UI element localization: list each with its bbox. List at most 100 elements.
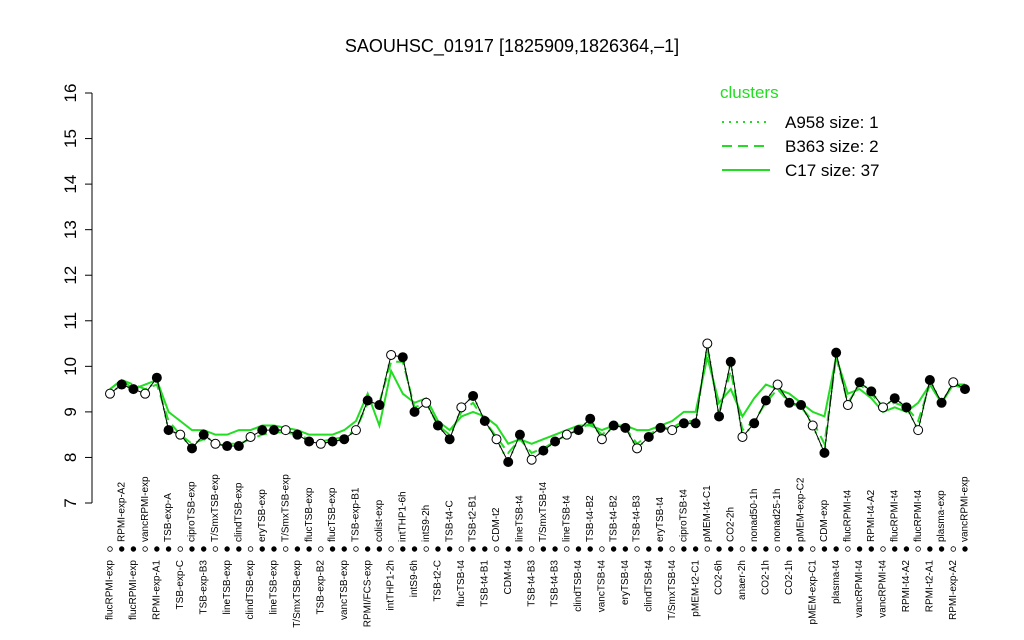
data-point: [116, 379, 127, 390]
category-dot: [786, 546, 793, 552]
x-tick-label: ciproTSB-exp: [187, 481, 198, 542]
category-dot: [763, 546, 769, 552]
x-tick-label: eryTSB-exp: [257, 489, 268, 542]
data-point: [151, 372, 162, 383]
data-point: [690, 418, 701, 429]
category-dot: [692, 546, 699, 552]
category-dot: [200, 546, 207, 552]
x-tick-label: colist-exp: [374, 499, 385, 542]
data-point: [210, 438, 221, 449]
category-dot: [528, 546, 535, 552]
category-dot: [177, 546, 183, 552]
y-tick-label: 10: [61, 357, 80, 376]
category-dot: [236, 546, 242, 552]
x-tick-label: intS9-6h: [409, 560, 420, 597]
data-point: [960, 384, 970, 395]
category-dot: [247, 546, 254, 552]
x-tick-label: lineTSB-exp: [222, 560, 233, 615]
x-tick-label: nonad25-1h: [772, 489, 783, 542]
x-tick-label: nonad50-1h: [749, 489, 760, 542]
data-point: [105, 388, 115, 399]
data-point: [198, 429, 209, 440]
x-tick-label: TSB-t4-B2: [585, 495, 596, 542]
x-tick-label: vancRPMI-t4: [854, 560, 865, 618]
category-dot: [845, 546, 851, 552]
data-point: [913, 425, 924, 436]
category-dot: [130, 546, 137, 552]
x-tick-label: eryTSB-t4: [655, 497, 666, 542]
category-dot: [798, 546, 804, 552]
data-point: [608, 420, 619, 431]
category-dot: [552, 546, 558, 552]
data-point: [479, 416, 490, 426]
x-tick-label: CDM-t4: [503, 560, 514, 595]
x-tick-label: clindTSB-t4: [643, 560, 654, 612]
category-dot: [657, 546, 664, 552]
x-tick-label: T/SmxTSB-t4: [667, 560, 678, 620]
data-point: [432, 420, 443, 431]
data-point: [702, 338, 713, 349]
data-point: [866, 386, 877, 397]
data-point: [280, 425, 291, 436]
category-dot: [224, 546, 230, 552]
x-tick-label: vancRPMI-exp: [960, 476, 971, 542]
category-dot: [716, 546, 722, 552]
category-dot: [493, 546, 500, 552]
x-tick-label: RPMI-t2-A1: [925, 560, 936, 613]
data-point: [386, 349, 397, 360]
x-tick-label: vancRPMI-t4: [878, 560, 889, 618]
data-point: [538, 445, 549, 456]
category-dot: [704, 546, 711, 552]
data-point: [924, 375, 935, 385]
x-tick-label: pMEM-t2-C1: [690, 560, 701, 617]
category-dot: [271, 546, 277, 552]
x-tick-label: CO2-2h: [725, 507, 736, 542]
data-point: [796, 400, 807, 411]
data-point: [678, 418, 689, 429]
category-dot: [774, 546, 781, 552]
category-dot: [599, 546, 605, 552]
category-dot: [411, 546, 418, 552]
x-tick-label: flucRPMI-exp: [105, 560, 116, 620]
x-tick-label: flucTSB-t4: [456, 560, 467, 607]
data-point: [714, 411, 725, 422]
category-dot: [505, 546, 511, 552]
data-point: [421, 397, 432, 408]
data-point: [596, 434, 607, 445]
data-point: [514, 429, 525, 440]
category-dot: [388, 546, 394, 552]
category-dot: [915, 546, 921, 552]
category-dot: [423, 546, 429, 552]
data-point: [725, 356, 736, 367]
data-point: [772, 379, 783, 390]
category-dot: [739, 546, 746, 552]
data-point: [948, 377, 959, 388]
x-tick-label: TSB-t4-B3: [526, 560, 537, 607]
x-tick-label: RPMI-t4-A2: [866, 489, 877, 542]
x-tick-label: RPMI-exp-A1: [151, 560, 162, 620]
data-point: [491, 434, 502, 445]
category-dot: [482, 546, 488, 552]
x-tick-label: vancRPMI-exp: [140, 476, 151, 542]
x-tick-label: plasma-exp: [936, 490, 947, 542]
x-tick-label: CDM-t2: [491, 507, 502, 542]
data-point: [737, 431, 748, 442]
category-dot: [458, 546, 465, 552]
data-point: [327, 436, 338, 447]
y-tick-label: 7: [61, 498, 80, 507]
data-point: [503, 457, 514, 467]
data-point: [667, 425, 678, 436]
x-tick-label: flucRPMI-t4: [843, 489, 854, 542]
category-dot: [353, 546, 359, 552]
data-point: [831, 347, 842, 358]
x-tick-label: T/SmxTSB-exp: [280, 474, 291, 542]
data-point: [374, 400, 385, 411]
x-tick-label: T/SmxTSB-t4: [538, 482, 549, 542]
x-tick-label: pMEM-t4-C1: [702, 485, 713, 542]
data-point: [163, 425, 174, 436]
category-dot: [376, 546, 383, 552]
category-dot: [634, 546, 640, 552]
category-dot: [282, 546, 289, 552]
data-point: [186, 443, 197, 454]
